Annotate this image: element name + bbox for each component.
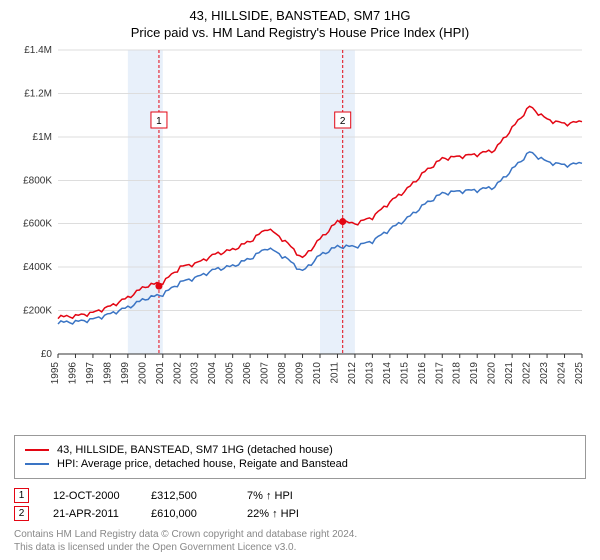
x-tick-label: 2003 [190, 362, 201, 385]
sale-dot [155, 283, 162, 290]
x-tick-label: 1999 [120, 362, 131, 385]
chart-header: 43, HILLSIDE, BANSTEAD, SM7 1HG Price pa… [14, 8, 586, 40]
sale-price: £610,000 [151, 508, 241, 520]
x-tick-label: 2013 [364, 362, 375, 385]
sale-row: 2 21-APR-2011 £610,000 22% ↑ HPI [14, 506, 586, 521]
line-chart-svg: £0 £200K £400K £600K £800K £1M £1.2M £1.4M 1 2 199… [14, 44, 586, 404]
x-tick-label: 2014 [382, 362, 393, 385]
sale-price: £312,500 [151, 490, 241, 502]
y-tick-label: £400K [23, 262, 52, 273]
shaded-region [128, 50, 163, 354]
x-tick-label: 2015 [399, 362, 410, 385]
legend-box: 43, HILLSIDE, BANSTEAD, SM7 1HG (detache… [14, 435, 586, 479]
y-tick-label: £200K [23, 306, 52, 317]
y-tick-label: £600K [23, 219, 52, 230]
sales-table: 1 12-OCT-2000 £312,500 7% ↑ HPI 2 21-APR… [14, 485, 586, 524]
shaded-region [320, 50, 355, 354]
footer-attribution: Contains HM Land Registry data © Crown c… [14, 528, 586, 554]
legend-label: HPI: Average price, detached house, Reig… [57, 458, 348, 470]
x-tick-label: 2002 [172, 362, 183, 385]
legend-label: 43, HILLSIDE, BANSTEAD, SM7 1HG (detache… [57, 444, 333, 456]
x-tick-label: 1996 [67, 362, 78, 385]
x-tick-label: 2022 [522, 362, 533, 385]
x-tick-label: 2008 [277, 362, 288, 385]
sale-marker-icon: 1 [14, 488, 29, 503]
y-tick-label: £1.4M [24, 45, 52, 56]
x-tick-label: 2020 [487, 362, 498, 385]
footer-line2: This data is licensed under the Open Gov… [14, 541, 586, 554]
sale-pct: 22% ↑ HPI [247, 508, 337, 520]
chart-plot: £0 £200K £400K £600K £800K £1M £1.2M £1.4M 1 2 199… [14, 44, 586, 429]
x-tick-label: 1995 [50, 362, 61, 385]
legend-swatch [25, 463, 49, 465]
x-tick-label: 2021 [504, 362, 515, 385]
x-tick-label: 2016 [417, 362, 428, 385]
x-tick-label: 2004 [207, 362, 218, 385]
x-tick-label: 2012 [347, 362, 358, 385]
x-tick-label: 2010 [312, 362, 323, 385]
x-tick-label: 2000 [137, 362, 148, 385]
legend-row: HPI: Average price, detached house, Reig… [25, 458, 575, 470]
sale-date: 21-APR-2011 [35, 508, 145, 520]
x-tick-label: 2023 [539, 362, 550, 385]
x-tick-label: 1998 [102, 362, 113, 385]
footer-line1: Contains HM Land Registry data © Crown c… [14, 528, 586, 541]
x-tick-label: 2018 [452, 362, 463, 385]
legend-row: 43, HILLSIDE, BANSTEAD, SM7 1HG (detache… [25, 444, 575, 456]
address-title: 43, HILLSIDE, BANSTEAD, SM7 1HG [14, 8, 586, 23]
x-tick-label: 2005 [225, 362, 236, 385]
sale-marker-icon: 2 [14, 506, 29, 521]
x-tick-label: 2001 [155, 362, 166, 385]
x-tick-label: 2011 [329, 362, 340, 384]
sale-marker-label: 2 [340, 116, 346, 127]
x-tick-label: 2017 [434, 362, 445, 385]
sale-dot [339, 218, 346, 225]
legend-swatch [25, 449, 49, 451]
x-tick-label: 2024 [557, 362, 568, 385]
y-tick-label: £0 [41, 349, 53, 360]
y-tick-label: £1.2M [24, 88, 52, 99]
x-tick-label: 2019 [469, 362, 480, 385]
y-tick-label: £1M [33, 132, 52, 143]
x-tick-label: 2007 [260, 362, 271, 385]
chart-subtitle: Price paid vs. HM Land Registry's House … [14, 25, 586, 40]
y-tick-label: £800K [23, 175, 52, 186]
sale-marker-label: 1 [156, 116, 162, 127]
sale-row: 1 12-OCT-2000 £312,500 7% ↑ HPI [14, 488, 586, 503]
sale-pct: 7% ↑ HPI [247, 490, 337, 502]
x-tick-label: 2006 [242, 362, 253, 385]
x-tick-label: 2009 [295, 362, 306, 385]
x-tick-label: 1997 [85, 362, 96, 385]
sale-date: 12-OCT-2000 [35, 490, 145, 502]
x-tick-label: 2025 [574, 362, 585, 385]
